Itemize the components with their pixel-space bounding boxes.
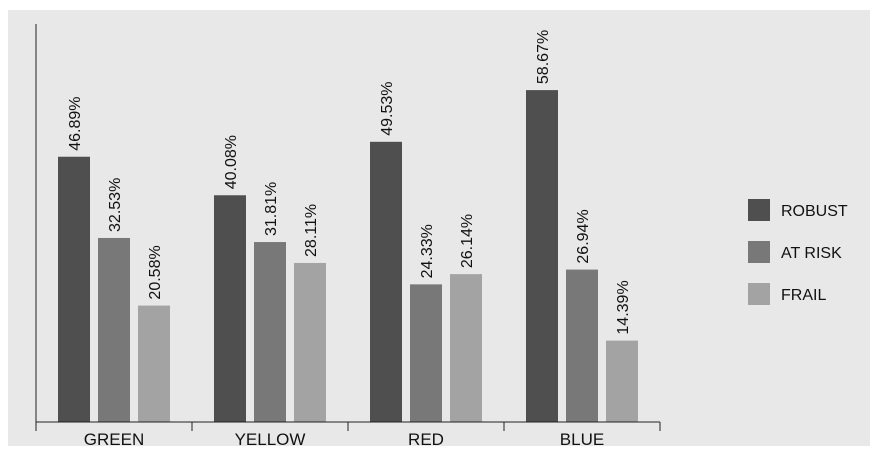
data-label-frail-green: 20.58% (147, 245, 164, 299)
bar-robust-yellow (214, 195, 246, 422)
data-label-at-risk-red: 24.33% (419, 224, 436, 278)
bar-robust-blue (526, 90, 558, 422)
data-label-frail-blue: 14.39% (615, 280, 632, 334)
data-label-frail-yellow: 28.11% (303, 204, 320, 257)
bar-frail-green (138, 305, 170, 422)
legend-label-robust: ROBUST (781, 203, 848, 220)
x-tick-label-blue: BLUE (560, 430, 604, 449)
data-label-at-risk-blue: 26.94% (575, 209, 592, 263)
x-tick-label-yellow: YELLOW (235, 430, 306, 449)
bar-at-risk-yellow (254, 242, 286, 422)
legend: ROBUST AT RISK FRAIL (748, 199, 848, 305)
data-label-robust-yellow: 40.08% (223, 135, 240, 189)
data-label-robust-red: 49.53% (379, 82, 396, 136)
bar-frail-blue (606, 340, 638, 422)
data-label-robust-green: 46.89% (67, 96, 84, 150)
legend-swatch-at-risk (748, 241, 770, 263)
legend-label-frail: FRAIL (781, 287, 826, 304)
bar-at-risk-blue (566, 269, 598, 422)
x-tick-label-green: GREEN (84, 430, 144, 449)
data-label-at-risk-green: 32.53% (107, 178, 124, 232)
axes: GREEN YELLOW RED BLUE (35, 24, 661, 449)
legend-swatch-frail (748, 283, 770, 305)
bars-layer (58, 90, 638, 423)
data-label-frail-red: 26.14% (459, 214, 476, 268)
legend-swatch-robust (748, 199, 770, 221)
bar-at-risk-red (410, 284, 442, 422)
bar-robust-green (58, 156, 90, 422)
x-tick-label-red: RED (408, 430, 444, 449)
data-labels-layer: 46.89% 32.53% 20.58% 40.08% 31.81% 28.11% 49.5… (67, 30, 632, 335)
bar-frail-yellow (294, 262, 326, 422)
bar-robust-red (370, 141, 402, 423)
legend-label-at-risk: AT RISK (781, 245, 842, 262)
bar-frail-red (450, 274, 482, 422)
data-label-robust-blue: 58.67% (535, 30, 552, 84)
bar-at-risk-green (98, 237, 130, 422)
data-label-at-risk-yellow: 31.81% (263, 182, 280, 236)
